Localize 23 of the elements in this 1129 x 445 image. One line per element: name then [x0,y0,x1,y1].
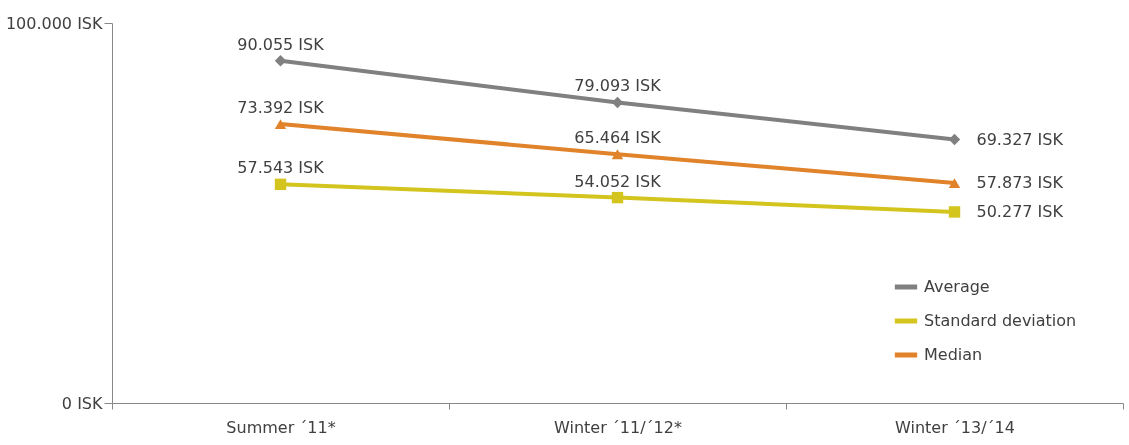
data-label: 65.464 ISK [574,128,662,148]
point [948,178,961,189]
x-tick-label: Summer ´11* [226,417,336,437]
data-label: 54.052 ISK [574,171,662,191]
point [611,191,624,204]
point [274,178,287,191]
y-tick-label: 100.000 ISK [5,13,103,33]
data-label: 57.873 ISK [976,173,1064,193]
legend-label: Median [924,345,983,364]
data-label: 79.093 ISK [574,76,662,96]
data-label: 90.055 ISK [237,34,325,54]
y-tick-label: 0 ISK [61,393,103,413]
legend-label: Average [924,277,990,296]
legend-label: Standard deviation [924,311,1077,330]
data-label: 50.277 ISK [976,201,1064,221]
x-tick-label: Winter ´13/´14 [895,417,1015,437]
point [274,119,287,130]
point [948,206,961,218]
data-label: 69.327 ISK [976,129,1064,149]
data-label: 57.543 ISK [237,158,325,178]
point [611,149,624,160]
x-tick-label: Winter ´11/´12* [554,417,682,437]
data-label: 73.392 ISK [237,98,325,118]
